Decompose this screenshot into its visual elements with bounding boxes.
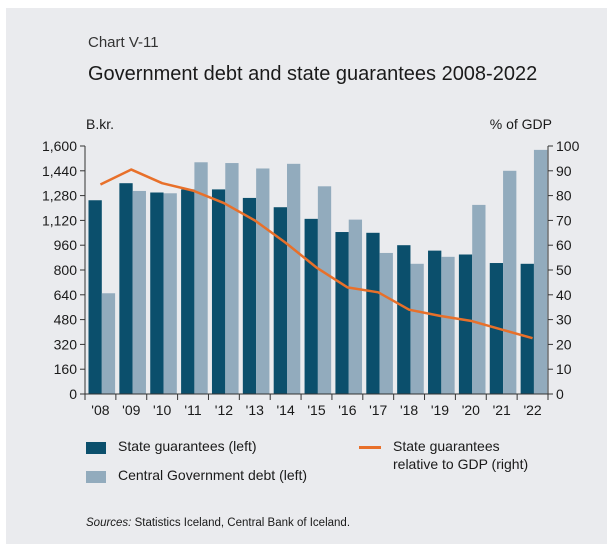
bar-state-guarantees [366,232,380,394]
sources-label: Sources: [86,517,132,529]
bar-central-debt [194,162,208,394]
bar-state-guarantees [150,192,164,394]
bar-state-guarantees [458,254,473,394]
bar-central-debt [287,163,301,394]
legend-label-central-debt: Central Government debt (left) [118,467,308,483]
right-tick-label: 80 [556,188,572,204]
bars-group [88,149,548,394]
chart-title: Government debt and state guarantees 200… [88,63,538,85]
right-axis-unit: % of GDP [490,116,552,132]
line-relative-gdp [99,168,533,340]
left-tick-label: 640 [54,287,78,303]
right-tick-label: 40 [556,287,572,303]
left-tick-label: 960 [54,237,78,253]
bar-central-debt [533,149,548,394]
x-tick-label: '18 [400,402,418,418]
x-tick-label: '08 [91,402,109,418]
bar-state-guarantees [520,263,534,394]
right-tick-label: 50 [556,262,572,278]
x-tick-label: '09 [122,402,140,418]
x-tick-label: '20 [462,402,480,418]
bar-central-debt [472,204,486,394]
bar-state-guarantees [119,183,133,394]
left-tick-label: 0 [69,386,77,402]
right-tick-label: 20 [556,336,572,352]
bar-central-debt [441,256,455,394]
sources-text: Statistics Iceland, Central Bank of Icel… [134,517,351,529]
right-tick-label: 0 [556,386,564,402]
bar-central-debt [101,293,116,394]
chart-number: Chart V-11 [88,34,159,51]
x-tick-label: '10 [153,402,171,418]
bar-state-guarantees [397,245,411,394]
bar-central-debt [503,170,517,394]
bar-central-debt [379,252,393,394]
left-tick-label: 160 [54,361,78,377]
x-tick-label: '12 [215,402,233,418]
axes-group [80,145,553,400]
bar-central-debt [410,263,424,394]
bar-state-guarantees [273,207,287,394]
x-tick-label: '19 [431,402,449,418]
right-tick-label: 60 [556,237,572,253]
legend-label-relative-gdp-2: relative to GDP (right) [393,456,529,472]
x-tick-label: '11 [184,402,201,418]
bar-state-guarantees [88,200,102,394]
right-tick-label: 70 [556,212,572,228]
x-tick-label: '17 [369,402,387,418]
bar-central-debt [132,190,146,394]
legend-swatch-state-guarantees [86,442,106,454]
left-tick-label: 320 [54,336,78,352]
bar-central-debt [317,186,332,394]
chart-panel: Chart V-11 Government debt and state gua… [6,8,607,544]
x-tick-label: '16 [338,402,356,418]
legend-swatch-central-debt [86,471,106,483]
legend-label-relative-gdp-1: State guarantees [393,438,500,454]
right-tick-label: 100 [556,138,580,154]
x-tick-label: '22 [523,402,541,418]
x-tick-label: '13 [246,402,264,418]
x-tick-label: '15 [307,402,325,418]
bar-state-guarantees [304,218,318,394]
bar-central-debt [256,168,270,394]
left-tick-label: 1,600 [42,138,77,154]
bar-state-guarantees [211,189,226,394]
left-tick-label: 800 [54,262,78,278]
left-axis-unit: B.kr. [86,116,114,132]
right-tick-label: 10 [556,361,572,377]
tick-labels: 0 160 320 480 640 800 960 1,120 1,280 1,440 1,600 0… [42,138,580,418]
line-group [99,168,533,340]
legend-swatch-relative-gdp [359,446,381,449]
x-tick-label: '21 [493,402,511,418]
left-tick-label: 1,440 [42,163,77,179]
left-tick-label: 1,120 [42,212,77,228]
bar-central-debt [225,163,239,394]
chart-plot: 0 160 320 480 640 800 960 1,120 1,280 1,440 1,600 0… [42,116,580,418]
bar-central-debt [348,219,363,394]
x-tick-label: '14 [277,402,295,418]
bar-state-guarantees [242,197,257,394]
bar-state-guarantees [428,250,442,394]
left-tick-label: 480 [54,312,78,328]
sources-note: Sources: Statistics Iceland, Central Ban… [86,517,350,529]
bar-state-guarantees [181,189,195,394]
left-tick-label: 1,280 [42,188,77,204]
legend-label-state-guarantees: State guarantees (left) [118,438,257,454]
right-tick-label: 30 [556,312,572,328]
right-tick-label: 90 [556,163,572,179]
bar-state-guarantees [335,232,349,394]
bar-central-debt [163,193,177,394]
